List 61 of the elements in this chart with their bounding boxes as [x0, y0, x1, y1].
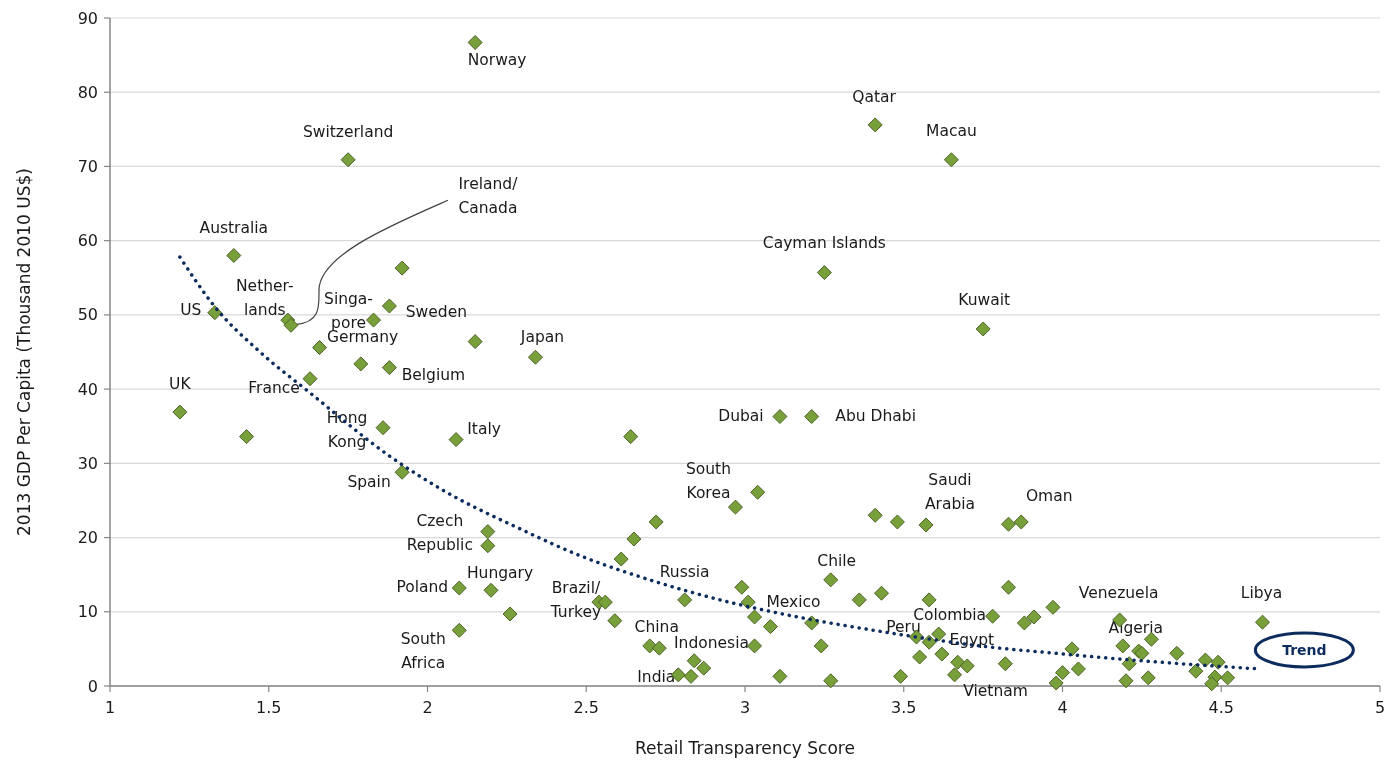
- annotation: UK: [169, 375, 192, 394]
- y-tick-label: 70: [77, 156, 98, 176]
- y-tick-label: 20: [77, 528, 98, 548]
- annotation: Switzerland: [302, 122, 394, 141]
- y-tick-label: 90: [77, 8, 98, 28]
- annotation: US: [180, 300, 202, 319]
- y-tick-label: 30: [77, 453, 98, 473]
- y-tick-label: 0: [87, 676, 98, 696]
- y-tick-label: 50: [77, 305, 98, 325]
- annotation: Abu Dhabi: [835, 406, 916, 425]
- annotation: Russia: [659, 562, 710, 581]
- annotation: Belgium: [401, 365, 466, 384]
- annotation: Qatar: [852, 87, 897, 106]
- annotation: Egypt: [949, 631, 995, 650]
- annotation: China: [634, 617, 679, 636]
- annotation: Nether- lands: [236, 277, 294, 320]
- annotation: Kuwait: [958, 290, 1011, 309]
- annotation: Italy: [467, 419, 501, 438]
- x-tick-label: 2.5: [573, 698, 599, 717]
- annotation: Japan: [519, 328, 565, 347]
- y-tick-label: 10: [77, 602, 98, 622]
- annotation: Cayman Islands: [762, 233, 886, 252]
- x-tick-label: 4.5: [1208, 698, 1234, 717]
- annotation: Norway: [467, 51, 527, 70]
- annotation: Brazil/ Turkey: [549, 579, 602, 622]
- x-tick-label: 5: [1374, 698, 1386, 717]
- annotation: Ireland/ Canada: [458, 175, 519, 218]
- annotation: Hong Kong: [326, 408, 368, 451]
- annotation: Macau: [926, 121, 977, 140]
- annotation: Libya: [1240, 584, 1283, 603]
- x-tick-label: 1: [104, 698, 116, 717]
- annotation: Algeria: [1108, 618, 1164, 637]
- annotation: South Africa: [400, 630, 446, 673]
- annotation: Spain: [347, 473, 391, 492]
- annotation: Czech Republic: [406, 511, 473, 554]
- series-label: Trend: [1282, 641, 1327, 658]
- annotation: Dubai: [718, 406, 764, 425]
- y-tick-label: 60: [77, 231, 98, 251]
- annotation: France: [248, 378, 300, 397]
- annotation: Chile: [817, 551, 857, 570]
- y-tick-label: 40: [77, 379, 98, 399]
- annotation: Hungary: [466, 564, 534, 583]
- x-axis-title: Retail Transparency Score: [635, 738, 855, 758]
- annotation: Australia: [199, 218, 269, 237]
- annotation: Venezuela: [1078, 583, 1159, 602]
- x-tick-label: 3: [739, 698, 751, 717]
- x-tick-label: 4: [1057, 698, 1068, 717]
- annotation: Indonesia: [674, 633, 750, 652]
- annotation: Poland: [396, 578, 449, 597]
- x-tick-label: 2: [422, 698, 433, 717]
- y-axis-title: 2013 GDP Per Capita (Thousand 2010 US$): [14, 168, 34, 536]
- annotation: Oman: [1025, 486, 1073, 505]
- annotation: India: [637, 667, 676, 686]
- annotation: South Korea: [685, 460, 731, 503]
- y-tick-label: 80: [77, 82, 98, 102]
- x-tick-label: 1.5: [256, 698, 282, 717]
- annotation: Vietnam: [963, 681, 1028, 700]
- annotation: Mexico: [766, 592, 821, 611]
- annotation: Sweden: [405, 302, 468, 321]
- annotation: Saudi Arabia: [924, 470, 976, 513]
- x-tick-label: 3.5: [891, 698, 917, 717]
